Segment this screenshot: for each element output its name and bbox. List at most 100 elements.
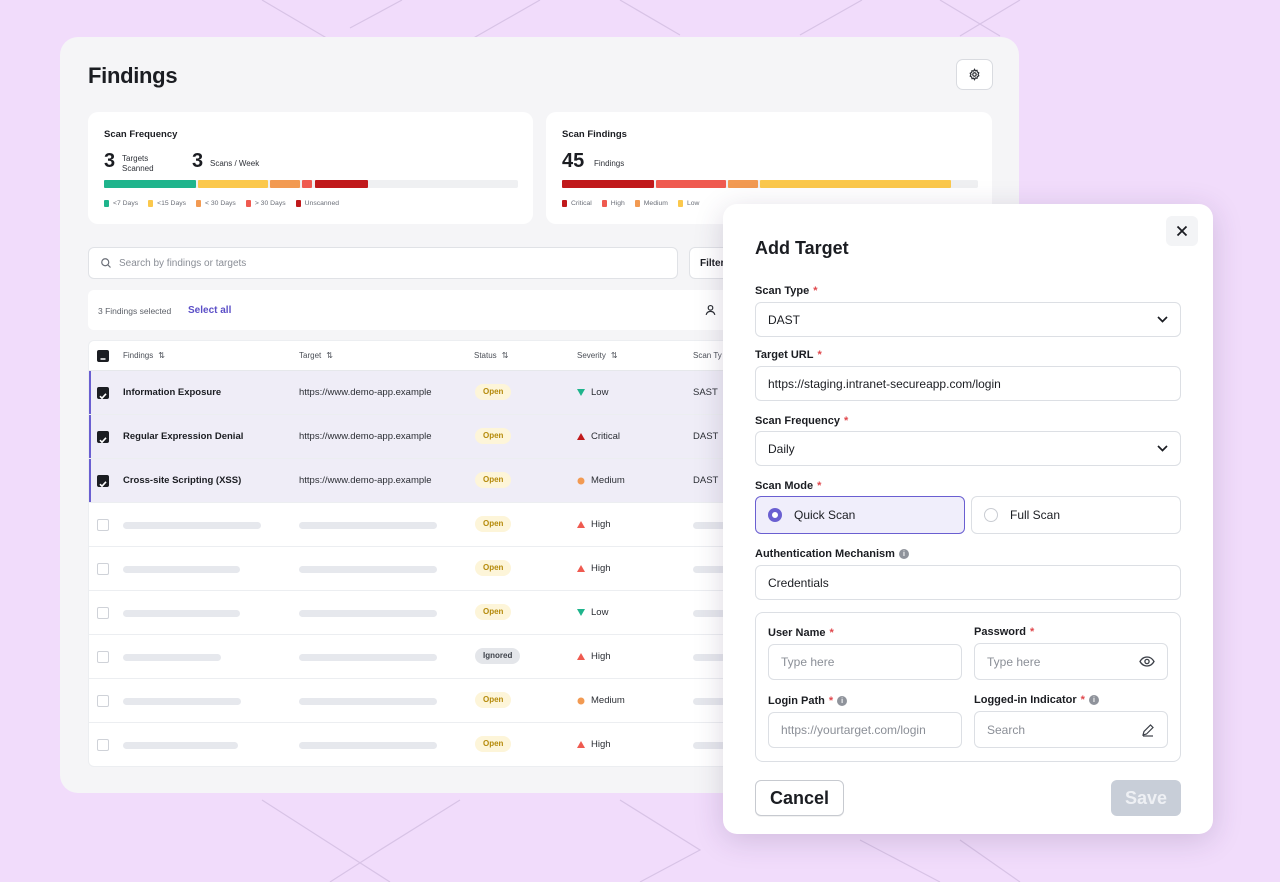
table-row[interactable]: Cross-site Scripting (XSS) https://www.d… bbox=[89, 459, 767, 503]
status-badge: Open bbox=[475, 560, 512, 576]
column-status[interactable]: Status ⇅ bbox=[474, 351, 509, 360]
password-field[interactable] bbox=[974, 643, 1168, 680]
dot-icon bbox=[577, 477, 585, 484]
select-all-link[interactable]: Select all bbox=[188, 305, 232, 316]
skeleton-placeholder bbox=[123, 654, 221, 661]
credentials-group: User Name* Password* Login Path* i Logge… bbox=[755, 612, 1181, 762]
table-row[interactable]: Open Low bbox=[89, 591, 767, 635]
row-checkbox[interactable] bbox=[97, 651, 109, 663]
severity: Medium bbox=[577, 475, 625, 486]
skeleton-placeholder bbox=[693, 698, 733, 705]
sort-icon: ⇅ bbox=[501, 351, 509, 360]
logged-in-indicator-input[interactable] bbox=[987, 722, 1141, 737]
table-row[interactable]: Open Medium bbox=[89, 679, 767, 723]
info-icon[interactable]: i bbox=[1088, 695, 1099, 705]
target-url-value: https://staging.intranet-secureapp.com/l… bbox=[768, 376, 1001, 391]
username-field[interactable] bbox=[768, 644, 962, 680]
skeleton-placeholder bbox=[693, 654, 733, 661]
select-all-checkbox[interactable] bbox=[97, 350, 109, 362]
logged-in-indicator-field[interactable] bbox=[974, 711, 1168, 748]
arrow-up-icon bbox=[577, 433, 585, 440]
row-checkbox[interactable] bbox=[97, 431, 109, 444]
legend-item: Medium bbox=[634, 200, 668, 207]
severity: Low bbox=[577, 387, 608, 398]
column-findings[interactable]: Findings ⇅ bbox=[123, 351, 165, 360]
targets-label-line2: Scanned bbox=[122, 164, 154, 173]
column-scan-type[interactable]: Scan Ty bbox=[693, 351, 722, 360]
info-icon[interactable]: i bbox=[837, 696, 848, 706]
target-url: https://www.demo-app.example bbox=[299, 387, 432, 398]
table-row[interactable]: Ignored High bbox=[89, 635, 767, 679]
legend-item: Unscanned bbox=[295, 200, 339, 207]
frequency-bar-lt7 bbox=[104, 180, 196, 188]
column-severity[interactable]: Severity ⇅ bbox=[577, 351, 618, 360]
frequency-bar-lt30 bbox=[270, 180, 300, 188]
full-scan-label: Full Scan bbox=[1010, 508, 1061, 522]
selection-count: 3 Findings selected bbox=[98, 306, 172, 316]
username-input[interactable] bbox=[781, 655, 949, 669]
search-input[interactable] bbox=[119, 249, 659, 277]
row-checkbox[interactable] bbox=[97, 475, 109, 488]
table-row[interactable]: Regular Expression Denial https://www.de… bbox=[89, 415, 767, 459]
row-checkbox[interactable] bbox=[97, 387, 109, 400]
settings-button[interactable] bbox=[956, 59, 993, 90]
skeleton-placeholder bbox=[299, 654, 437, 661]
severity: High bbox=[577, 519, 611, 530]
status-badge: Open bbox=[475, 604, 512, 620]
arrow-up-icon bbox=[577, 741, 585, 748]
table-row[interactable]: Information Exposure https://www.demo-ap… bbox=[89, 371, 767, 415]
arrow-up-icon bbox=[577, 653, 585, 660]
save-button[interactable]: Save bbox=[1111, 780, 1181, 816]
frequency-legend: <7 Days <15 Days < 30 Days > 30 Days Uns… bbox=[104, 200, 339, 207]
info-icon[interactable]: i bbox=[898, 549, 909, 559]
table-row[interactable]: Open High bbox=[89, 503, 767, 547]
password-input[interactable] bbox=[987, 654, 1139, 669]
column-target[interactable]: Target ⇅ bbox=[299, 351, 333, 360]
targets-label: Targets Scanned bbox=[122, 154, 154, 174]
pencil-icon[interactable] bbox=[1141, 723, 1155, 737]
legend-item: High bbox=[601, 200, 625, 207]
login-path-label: Login Path * i bbox=[768, 695, 848, 707]
skeleton-placeholder bbox=[299, 742, 437, 749]
scan-frequency-select[interactable]: Daily bbox=[755, 431, 1181, 466]
legend-item: <7 Days bbox=[104, 200, 138, 207]
scan-type-select[interactable]: DAST bbox=[755, 302, 1181, 337]
row-checkbox[interactable] bbox=[97, 695, 109, 707]
skeleton-placeholder bbox=[299, 566, 437, 573]
sort-icon: ⇅ bbox=[326, 351, 333, 360]
eye-icon[interactable] bbox=[1139, 656, 1155, 667]
table-header: Findings ⇅ Target ⇅ Status ⇅ Severity ⇅ Scan… bbox=[89, 341, 767, 371]
close-button[interactable] bbox=[1166, 216, 1198, 246]
row-checkbox[interactable] bbox=[97, 739, 109, 751]
login-path-field[interactable] bbox=[768, 712, 962, 748]
findings-bar-medium bbox=[728, 180, 758, 188]
scan-type: DAST bbox=[693, 475, 719, 486]
severity: Medium bbox=[577, 695, 625, 706]
severity: High bbox=[577, 739, 611, 750]
legend-item: < 30 Days bbox=[196, 200, 236, 207]
cancel-button[interactable]: Cancel bbox=[755, 780, 844, 816]
scan-frequency-label: Scan Frequency * bbox=[755, 415, 849, 427]
target-url-field[interactable]: https://staging.intranet-secureapp.com/l… bbox=[755, 366, 1181, 401]
row-checkbox[interactable] bbox=[97, 607, 109, 619]
finding-name: Information Exposure bbox=[123, 387, 222, 398]
findings-count-label: Findings bbox=[594, 159, 625, 168]
login-path-input[interactable] bbox=[781, 723, 949, 737]
skeleton-placeholder bbox=[693, 610, 733, 617]
status-badge: Open bbox=[475, 472, 512, 488]
indeterminate-icon bbox=[100, 358, 106, 360]
table-row[interactable]: Open High bbox=[89, 723, 767, 766]
arrow-down-icon bbox=[577, 609, 585, 616]
quick-scan-option[interactable]: Quick Scan bbox=[755, 496, 965, 534]
table-row[interactable]: Open High bbox=[89, 547, 767, 591]
full-scan-option[interactable]: Full Scan bbox=[971, 496, 1181, 534]
target-url-label: Target URL * bbox=[755, 349, 822, 361]
card-title: Scan Frequency bbox=[104, 129, 178, 140]
assign-user-icon[interactable] bbox=[704, 303, 717, 317]
row-checkbox[interactable] bbox=[97, 563, 109, 575]
row-checkbox[interactable] bbox=[97, 519, 109, 531]
target-url: https://www.demo-app.example bbox=[299, 475, 432, 486]
auth-mechanism-field[interactable]: Credentials bbox=[755, 565, 1181, 600]
password-label: Password * bbox=[974, 626, 1035, 638]
